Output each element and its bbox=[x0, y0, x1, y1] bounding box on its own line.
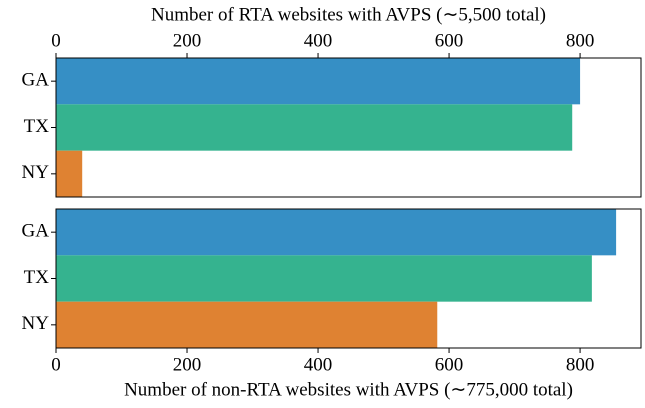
bar bbox=[56, 209, 617, 256]
x-tick-label: 400 bbox=[304, 354, 333, 375]
x-tick-label: 600 bbox=[435, 354, 464, 375]
x-tick-label: 600 bbox=[435, 30, 464, 51]
x-tick-label: 400 bbox=[304, 30, 333, 51]
y-tick-label: NY bbox=[22, 162, 50, 183]
y-tick-label: GA bbox=[22, 70, 50, 91]
bar bbox=[56, 150, 83, 197]
x-tick-label: 0 bbox=[51, 30, 61, 51]
bar bbox=[56, 104, 573, 151]
y-tick-label: TX bbox=[24, 267, 50, 288]
x-axis-label: Number of non-RTA websites with AVPS (∼7… bbox=[124, 379, 573, 400]
x-tick-label: 0 bbox=[51, 354, 61, 375]
x-axis-label: Number of RTA websites with AVPS (∼5,500… bbox=[151, 4, 546, 25]
bar bbox=[56, 58, 581, 105]
axes-frame bbox=[55, 208, 642, 349]
x-tick-label: 200 bbox=[173, 354, 202, 375]
y-tick-label: NY bbox=[22, 313, 50, 334]
x-tick-label: 800 bbox=[566, 354, 595, 375]
y-tick-label: TX bbox=[24, 116, 50, 137]
bar bbox=[56, 301, 438, 348]
bar bbox=[56, 255, 592, 302]
x-tick-label: 200 bbox=[173, 30, 202, 51]
x-tick-label: 800 bbox=[566, 30, 595, 51]
axes-frame bbox=[55, 57, 642, 198]
y-tick-label: GA bbox=[22, 221, 50, 242]
